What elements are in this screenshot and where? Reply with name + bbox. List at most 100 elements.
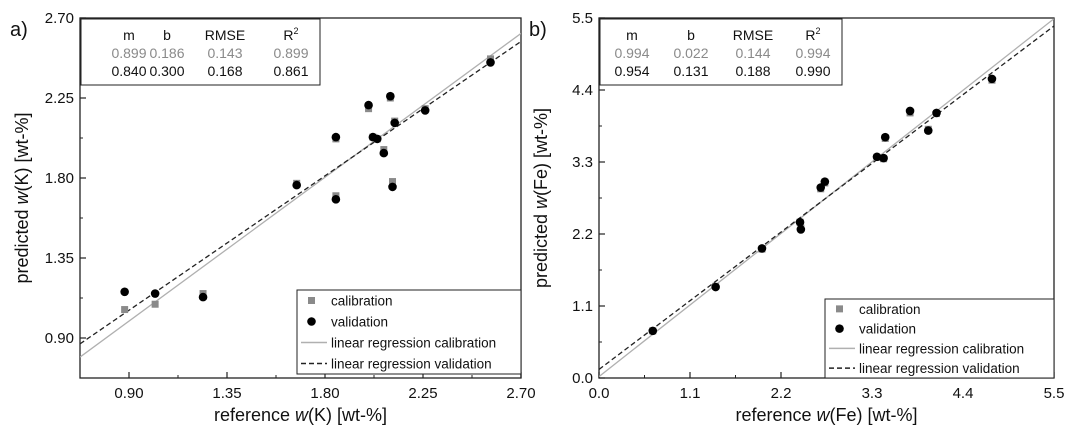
regression-line-validation [599,25,1054,370]
stats-header-rmse: RMSE [733,27,773,43]
x-axis-label: reference w(K) [wt-%] [214,405,387,425]
x-axis-label-suffix: (Fe) [wt-%] [830,405,918,425]
validation-point [905,106,915,116]
x-tick-label: 5.5 [1044,385,1065,402]
x-tick-label: 1.35 [212,385,241,402]
plot-frame [79,17,522,379]
legend-box [824,298,1055,379]
panel-a: 0.90 1.35 1.80 2.25 2.70 0.90 1.35 1.80 2.25 2.70… [10,10,536,425]
stats-header-r2: R2 [805,26,820,43]
validation-point [795,217,805,227]
stats-header-r: R [805,27,815,43]
stats-header-r: R [283,27,293,43]
y-axis-label: predicted w(Fe) [wt-%] [531,108,551,288]
legend-label-calibration: calibration [859,302,921,317]
validation-point [386,91,395,101]
panel-b: 0.0 1.1 2.2 3.3 4.4 5.5 0.0 1.1 2.2 3.3 4.4 5.5 refe… [529,10,1064,425]
y-axis-label-suffix: (K) [wt-%] [12,112,32,191]
validation-point [388,182,397,192]
stats-calibration-value: 0.899 [111,45,146,61]
y-tick-label: 0.90 [45,330,74,347]
legend-label-line-calibration: linear regression calibration [859,341,1024,356]
validation-point [390,118,399,128]
x-axis-label-var: w [295,405,309,425]
validation-point [757,244,767,253]
validation-point [331,195,341,204]
stats-calibration-value: 0.994 [614,45,649,61]
regression-line-calibration [599,18,1054,378]
x-tick-label: 2.70 [506,385,535,402]
stats-calibration-value: 0.022 [673,45,708,61]
stats-header-b: b [687,27,695,43]
stats-header-m: m [123,27,135,43]
legend-label-validation: validation [859,322,916,337]
validation-point [364,100,373,110]
x-tick-label: 1.1 [680,385,701,402]
regression-lines [599,18,1054,378]
legend-label-line-validation: linear regression validation [859,361,1020,376]
stats-validation-value: 0.300 [149,63,184,79]
panel-label: a) [10,19,28,41]
legend-marker-calibration [836,305,843,313]
validation-point [923,126,933,135]
y-tick-label: 1.35 [45,250,74,267]
stats-calibration-value: 0.144 [735,45,770,61]
stats-calibration-value: 0.899 [273,45,308,61]
stats-header-rmse: RMSE [205,27,245,43]
stats-validation-value: 0.188 [735,63,770,79]
validation-point [820,177,830,186]
legend-marker-validation [307,317,316,326]
stats-header-b: b [163,27,171,43]
y-axis-label-suffix: (Fe) [wt-%] [531,108,551,196]
stats-header-r2: R2 [283,26,298,43]
x-tick-label: 0.0 [589,385,610,402]
y-tick-label: 1.80 [45,170,74,187]
validation-point [292,180,301,190]
stats-calibration-value: 0.186 [149,45,184,61]
stats-box [80,18,321,86]
legend-label-calibration: calibration [331,294,393,309]
stats-header-r2-sup: 2 [294,26,299,36]
validation-point [379,148,389,158]
legend-label-line-validation: linear regression validation [331,357,492,372]
legend-marker-calibration [308,297,315,304]
y-tick-label: 0.0 [572,370,593,387]
validation-point [420,106,430,115]
stats-validation-value: 0.990 [795,63,830,79]
y-tick-label: 5.5 [572,10,593,27]
y-tick-label: 3.3 [572,154,593,171]
panel-label: b) [529,19,547,41]
y-tick-label: 2.25 [45,90,74,107]
stats-box [599,18,843,86]
x-tick-label: 4.4 [953,385,974,402]
validation-point [796,225,806,234]
y-tick-label: 2.2 [572,226,593,243]
x-axis-label-var: w [817,405,831,425]
validation-point [198,292,208,302]
x-axis-label-prefix: reference [735,405,816,425]
x-tick-label: 1.80 [310,385,339,402]
legend-marker-validation [835,324,844,333]
data-points [120,55,495,314]
stats-validation-value: 0.861 [273,63,308,79]
calibration-point [121,306,129,314]
y-axis-label-prefix: predicted [531,209,551,288]
data-points [648,74,997,336]
stats-validation-value: 0.131 [673,63,708,79]
x-axis-label: reference w(Fe) [wt-%] [735,405,917,425]
validation-point [372,134,382,144]
y-tick-label: 2.70 [45,10,74,27]
legend-box [296,289,522,375]
x-tick-label: 2.2 [771,385,792,402]
y-tick-label: 4.4 [572,82,593,99]
stats-validation-value: 0.954 [614,63,649,79]
validation-point [872,152,882,162]
legend-label-line-calibration: linear regression calibration [331,336,496,351]
validation-point [150,289,160,298]
validation-point [932,108,941,118]
y-tick-label: 1.1 [572,298,593,315]
x-axis-label-suffix: (K) [wt-%] [308,405,387,425]
y-axis-label-var: w [531,195,551,209]
